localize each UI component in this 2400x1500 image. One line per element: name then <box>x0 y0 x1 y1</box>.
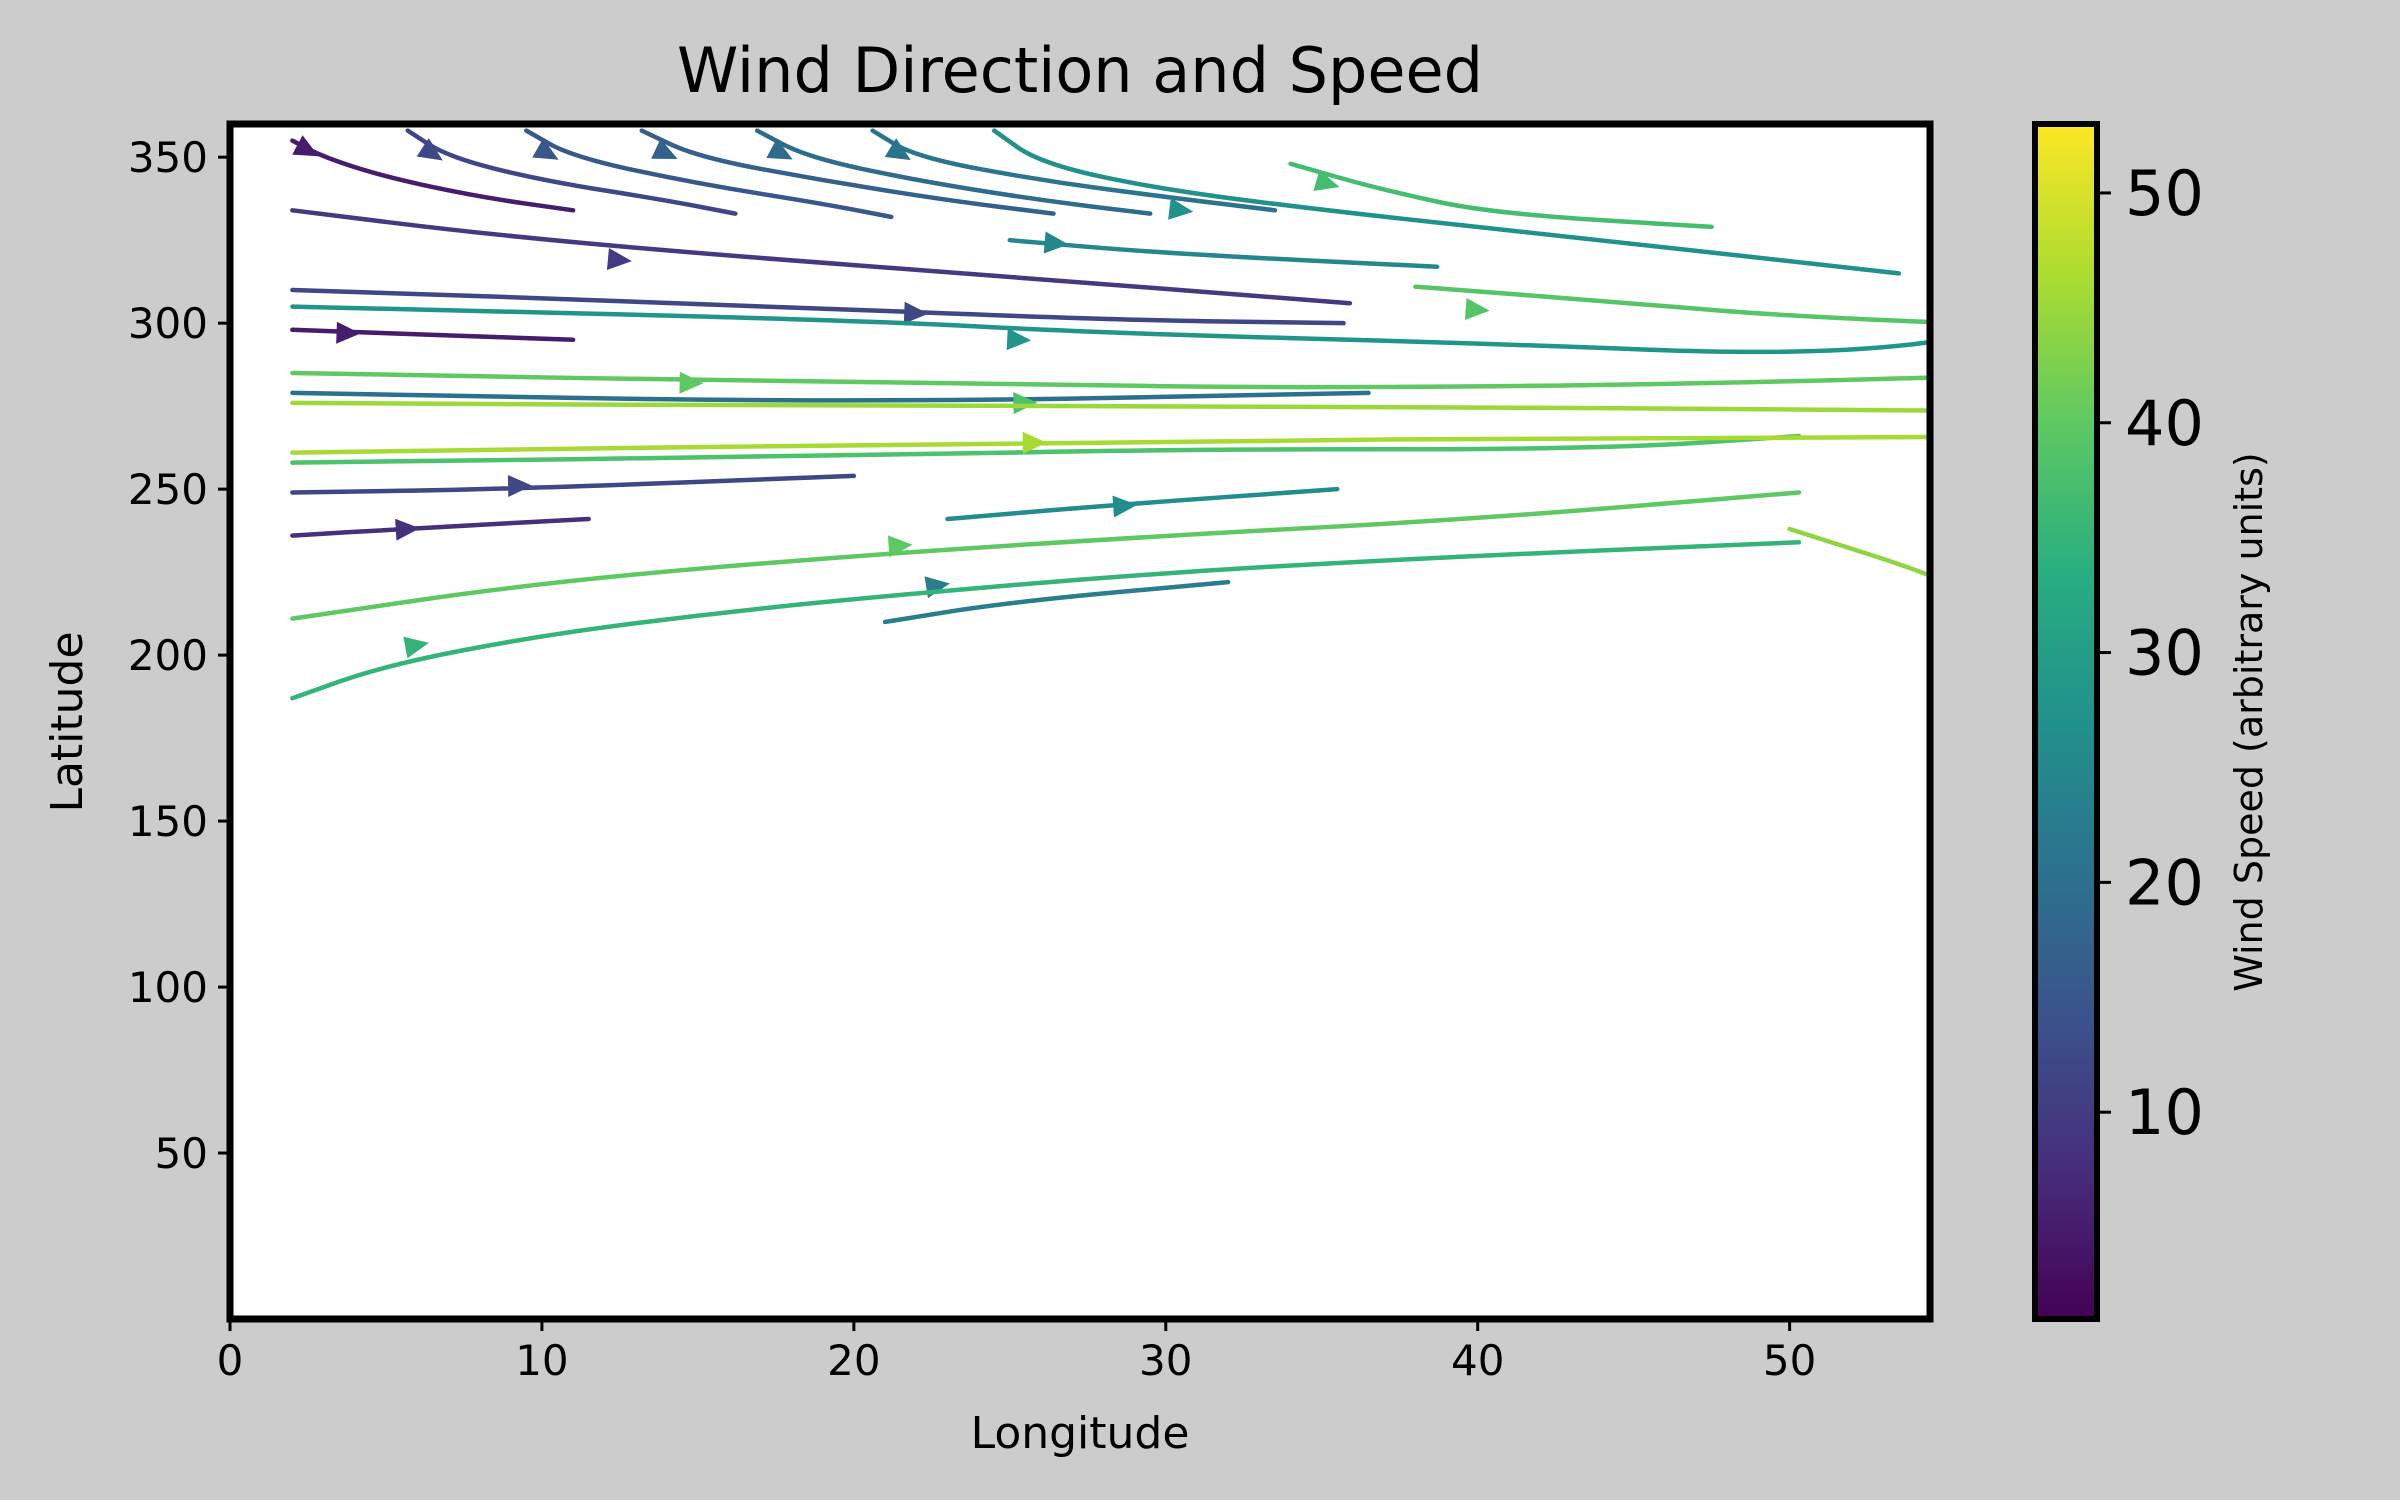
streamline-arrow <box>651 138 678 160</box>
streamline <box>290 287 1346 326</box>
streamline-arrow <box>1313 169 1340 192</box>
streamline-arrow <box>507 475 533 498</box>
x-tick-label: 50 <box>1763 1336 1816 1385</box>
streamline-arrow <box>292 135 319 157</box>
streamline-arrow <box>395 518 420 541</box>
streamline-arrow <box>532 138 559 160</box>
streamline <box>290 138 576 213</box>
streamline <box>1007 237 1440 269</box>
streamline-arrow <box>1022 431 1047 454</box>
streamline <box>290 370 1930 390</box>
y-axis-ticks: 50 100 150 200 250 300 350 <box>128 133 230 1178</box>
streamline-arrow <box>903 301 929 324</box>
streamline-arrow <box>887 535 913 558</box>
x-axis-ticks: 0 10 20 30 40 50 <box>217 1319 1816 1385</box>
y-tick-label: 100 <box>128 963 208 1012</box>
plot-frame <box>226 120 1934 1323</box>
colorbar-tick-label: 20 <box>2125 846 2204 919</box>
streamline <box>1413 284 1930 325</box>
colorbar-ticks: 10 20 30 40 50 <box>2097 157 2204 1149</box>
x-tick-label: 0 <box>217 1336 244 1385</box>
streamline-arrow <box>336 321 361 344</box>
x-tick-label: 20 <box>827 1336 880 1385</box>
streamline-arrow <box>1464 298 1490 320</box>
y-tick-label: 50 <box>155 1129 208 1178</box>
streamline-arrow <box>403 636 429 659</box>
streamline <box>991 128 1902 276</box>
streamline <box>524 128 894 220</box>
y-tick-label: 250 <box>128 465 208 514</box>
streamline <box>290 304 1930 355</box>
colorbar-tick-label: 50 <box>2125 157 2204 230</box>
x-tick-label: 30 <box>1139 1336 1192 1385</box>
streamline <box>639 128 1056 216</box>
streamline <box>290 490 1802 621</box>
streamline <box>290 434 1930 455</box>
streamline <box>290 390 1371 403</box>
streamline <box>882 579 1231 625</box>
streamline <box>405 128 738 216</box>
plot-area <box>230 124 1930 1319</box>
y-axis-label: Latitude <box>42 631 93 812</box>
streamline-arrow <box>1013 392 1038 415</box>
streamline-arrow <box>1112 495 1138 518</box>
streamline <box>754 128 1153 216</box>
streamline-arrow <box>679 371 704 394</box>
streamline-arrow <box>1006 328 1032 351</box>
y-tick-label: 350 <box>128 133 208 182</box>
y-tick-label: 200 <box>128 631 208 680</box>
streamline <box>870 128 1278 213</box>
colorbar <box>2032 121 2100 1322</box>
x-tick-label: 10 <box>515 1336 568 1385</box>
streamline-arrow <box>884 138 911 161</box>
x-tick-label: 40 <box>1451 1336 1504 1385</box>
streamline-arrow <box>1168 197 1194 220</box>
streamline <box>1288 161 1714 230</box>
streamline-arrow <box>766 138 793 160</box>
streamline <box>290 400 1930 413</box>
streamline <box>945 486 1340 522</box>
x-axis-label: Longitude <box>971 1408 1190 1459</box>
streamline <box>1787 526 1930 579</box>
chart-title: Wind Direction and Speed <box>677 34 1483 107</box>
colorbar-tick-label: 10 <box>2125 1076 2204 1149</box>
colorbar-tick-label: 30 <box>2125 617 2204 690</box>
streamline <box>290 208 1353 306</box>
y-tick-label: 300 <box>128 299 208 348</box>
streamline-arrow <box>1043 231 1069 254</box>
streamline <box>290 433 1802 465</box>
streamlines <box>290 128 1930 701</box>
colorbar-tick-label: 40 <box>2125 387 2204 460</box>
streamline-arrow <box>606 248 632 270</box>
streamline-arrow <box>416 138 443 161</box>
y-tick-label: 150 <box>128 797 208 846</box>
colorbar-label: Wind Speed (arbitrary units) <box>2227 452 2271 991</box>
streamline <box>290 540 1802 701</box>
